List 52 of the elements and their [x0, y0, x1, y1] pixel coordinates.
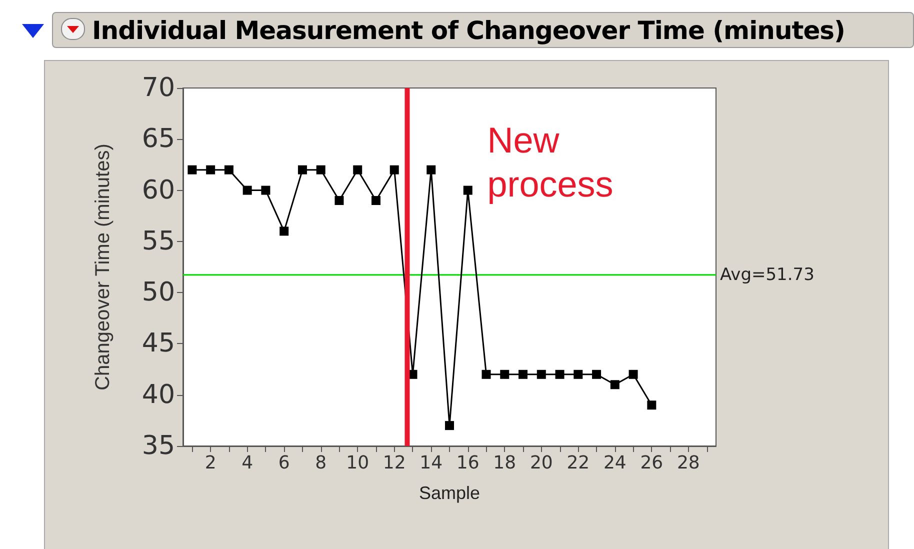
- point: [390, 165, 399, 174]
- x-axis-title: Sample: [418, 483, 480, 503]
- y-axis-title: Changeover Time (minutes): [92, 144, 114, 390]
- point: [334, 196, 344, 206]
- point: [574, 370, 583, 379]
- y-tick-label: 40: [142, 380, 175, 410]
- point: [592, 370, 602, 379]
- point: [482, 370, 491, 379]
- point: [647, 400, 656, 410]
- x-tick-label: 2: [204, 452, 216, 474]
- point: [463, 186, 472, 195]
- point: [445, 421, 454, 430]
- y-tick-label: 70: [142, 73, 175, 103]
- point: [298, 165, 307, 174]
- point: [242, 186, 252, 195]
- point: [206, 165, 216, 174]
- x-tick-label: 20: [530, 452, 553, 474]
- x-tick-label: 4: [242, 452, 254, 474]
- y-tick-label: 65: [142, 124, 175, 154]
- x-tick-label: 12: [382, 452, 406, 474]
- point: [261, 186, 270, 195]
- x-tick-label: 28: [676, 452, 700, 474]
- y-tick-label: 45: [142, 328, 175, 359]
- x-tick-label: 24: [603, 452, 626, 474]
- point: [426, 165, 436, 174]
- point: [555, 370, 564, 379]
- point: [280, 226, 289, 236]
- point: [500, 370, 510, 379]
- point: [353, 165, 362, 174]
- point: [188, 165, 197, 174]
- y-tick-label: 60: [142, 175, 175, 206]
- x-tick-label: 18: [493, 452, 516, 474]
- x-tick-label: 6: [278, 452, 290, 474]
- x-tick-label: 14: [420, 452, 443, 474]
- point: [610, 380, 620, 390]
- ref-line-label: New process: [487, 120, 614, 204]
- y-tick-label: 55: [142, 226, 175, 256]
- x-tick-label: 10: [346, 452, 370, 474]
- x-tick-label: 8: [315, 452, 327, 474]
- y-tick-label: 50: [142, 278, 175, 308]
- point: [628, 370, 638, 379]
- point: [224, 165, 234, 174]
- point: [536, 370, 546, 379]
- y-tick-label: 35: [142, 431, 175, 461]
- point: [518, 370, 528, 379]
- chart-title: Individual Measurement of Changeover Time (minutes): [92, 16, 845, 45]
- x-tick-label: 26: [640, 452, 664, 474]
- x-tick-label: 16: [456, 452, 480, 474]
- ref-line-label: Avg=51.73: [720, 264, 814, 285]
- x-tick-label: 22: [566, 452, 590, 474]
- point: [371, 196, 380, 206]
- point: [316, 165, 326, 174]
